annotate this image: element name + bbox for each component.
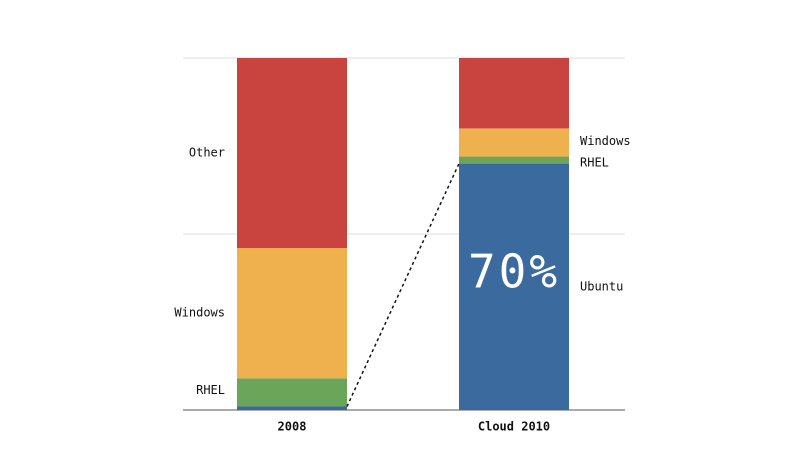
bar-segment xyxy=(237,406,347,410)
segment-label: Other xyxy=(189,146,225,160)
x-tick-label: Cloud 2010 xyxy=(478,420,550,434)
bar-segment xyxy=(237,58,347,249)
segment-label: RHEL xyxy=(580,156,609,170)
segment-label: Ubuntu xyxy=(580,279,623,293)
bar-segment xyxy=(459,58,569,129)
segment-label: RHEL xyxy=(196,383,225,397)
segment-label: Windows xyxy=(174,306,225,320)
bar-segment xyxy=(459,128,569,157)
value-label: 70% xyxy=(468,244,560,298)
x-tick-label: 2008 xyxy=(278,420,307,434)
bar-segment xyxy=(237,248,347,379)
bar-segment xyxy=(237,378,347,407)
bar-segment xyxy=(459,156,569,164)
connector xyxy=(346,163,460,407)
bar-segment xyxy=(459,163,569,410)
segment-label: Windows xyxy=(580,134,631,148)
